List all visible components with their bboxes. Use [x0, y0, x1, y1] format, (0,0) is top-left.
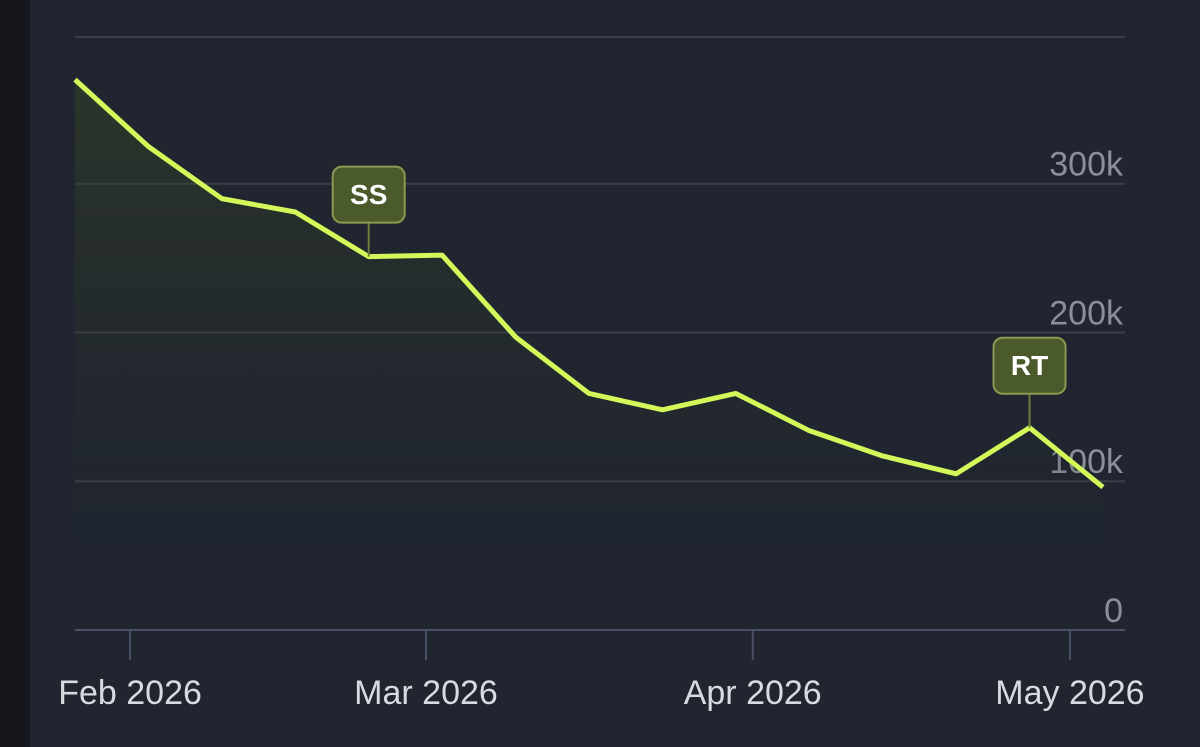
y-tick-label: 200k	[1049, 294, 1124, 332]
y-tick-label: 0	[1104, 592, 1123, 630]
line	[73, 77, 1105, 490]
y-tick-label: 300k	[1049, 146, 1124, 184]
annotation-label: RT	[1011, 350, 1048, 381]
annotation-box	[992, 336, 1067, 395]
x-tick-label: Mar 2026	[354, 674, 498, 712]
x-tick-label: Feb 2026	[58, 674, 202, 712]
area	[75, 79, 1103, 630]
annotation-box	[331, 165, 406, 224]
x-tick-label: Apr 2026	[684, 674, 822, 712]
annotation-label: SS	[350, 179, 387, 210]
x-tick-label: May 2026	[995, 674, 1144, 712]
